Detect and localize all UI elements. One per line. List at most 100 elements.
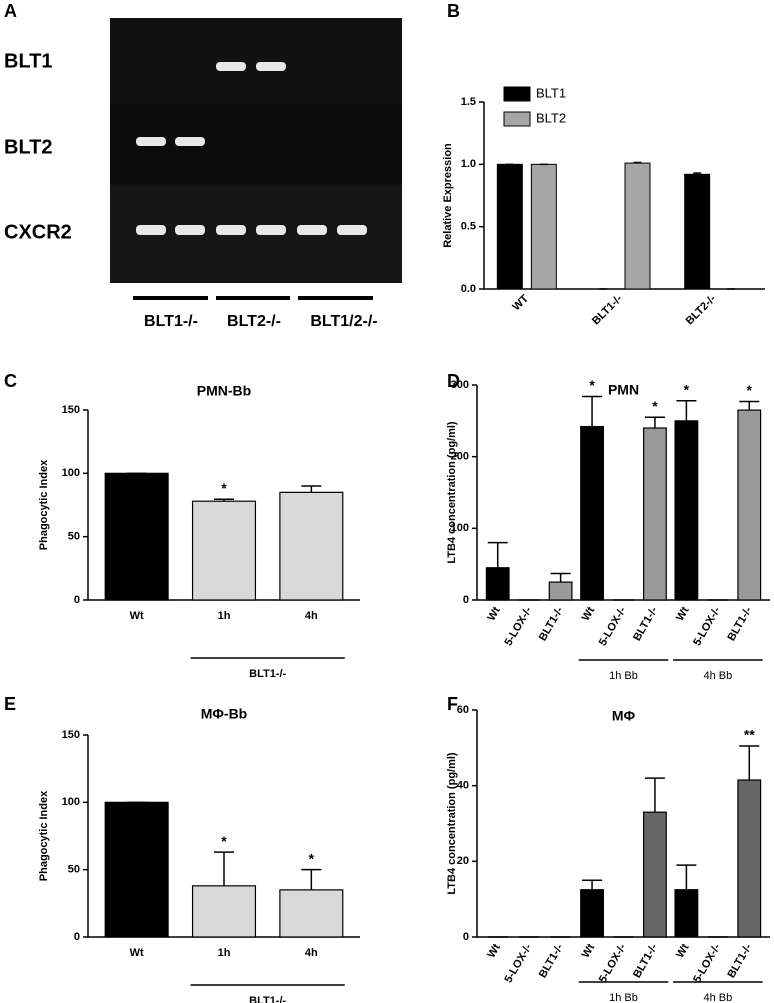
x-tick-label: Wt <box>130 947 144 959</box>
x-tick-label: 4h <box>305 947 318 959</box>
bar <box>191 885 257 938</box>
panel-letter: B <box>447 1 460 21</box>
y-tick-label: 50 <box>68 531 80 543</box>
y-tick-label: 1.5 <box>461 96 476 108</box>
panel-letter: D <box>447 371 460 391</box>
bar <box>624 162 651 290</box>
bar <box>674 889 699 938</box>
band <box>256 62 286 71</box>
bar <box>580 425 604 601</box>
bar <box>737 409 762 601</box>
x-tick-label: BLT1-/- <box>631 605 660 643</box>
y-tick-label: 0.5 <box>461 221 476 233</box>
x-tick-label: BLT2-/- <box>684 292 719 327</box>
chart-title: PMN-Bb <box>197 383 251 399</box>
group-label: 4h Bb <box>703 670 732 682</box>
y-tick-label: 0 <box>463 931 469 943</box>
legend-swatch <box>503 111 531 127</box>
bar <box>548 581 573 601</box>
band <box>175 225 205 235</box>
gel-group-label: BLT1/2-/- <box>310 313 377 330</box>
group-label: BLT1-/- <box>249 995 286 1003</box>
chart-title: PMN <box>608 382 639 398</box>
x-tick-label: BLT1-/- <box>590 292 625 327</box>
bar <box>485 567 510 601</box>
x-tick-label: Wt <box>674 942 692 960</box>
legend-swatch <box>503 86 531 102</box>
gel-group-label: BLT2-/- <box>227 313 281 330</box>
x-tick-label: Wt <box>580 942 598 960</box>
y-tick-label: 60 <box>457 704 469 716</box>
bar <box>684 173 711 290</box>
x-tick-label: 5-LOX-/- <box>597 605 629 648</box>
annotation: * <box>221 480 227 496</box>
y-tick-label: 100 <box>62 796 80 808</box>
panel-letter: A <box>4 1 17 21</box>
band <box>337 225 367 235</box>
bar <box>279 491 344 601</box>
gel-row-label: BLT2 <box>4 136 53 158</box>
y-tick-label: 150 <box>62 404 80 416</box>
x-tick-label: Wt <box>485 942 503 960</box>
y-tick-label: 0 <box>74 931 80 943</box>
y-tick-label: 100 <box>62 467 80 479</box>
band <box>136 225 166 235</box>
panel-letter: F <box>447 694 458 714</box>
y-tick-label: 0 <box>463 594 469 606</box>
band <box>216 62 246 71</box>
y-tick-label: 40 <box>457 780 469 792</box>
x-tick-label: Wt <box>130 610 144 622</box>
bar <box>191 500 257 601</box>
legend-label: BLT1 <box>536 85 566 100</box>
annotation: ** <box>744 727 755 743</box>
band <box>297 225 327 235</box>
x-tick-label: Wt <box>580 605 598 623</box>
y-axis-label: Phagocytic Index <box>38 459 50 550</box>
bar <box>279 889 344 938</box>
panel-letter: C <box>4 371 17 391</box>
x-tick-label: BLT1-/- <box>725 605 754 643</box>
x-tick-label: WT <box>510 292 531 313</box>
x-tick-label: 1h <box>218 610 231 622</box>
y-tick-label: 50 <box>68 864 80 876</box>
annotation: * <box>221 833 227 849</box>
x-tick-label: 5-LOX-/- <box>691 605 723 648</box>
y-tick-label: 100 <box>451 522 469 534</box>
x-tick-label: BLT1-/- <box>725 942 754 980</box>
band <box>175 137 205 146</box>
band <box>136 137 166 146</box>
bar <box>496 163 523 290</box>
x-tick-label: Wt <box>674 605 692 623</box>
x-tick-label: BLT1-/- <box>537 942 566 980</box>
gel-group-label: BLT1-/- <box>144 313 198 330</box>
bar <box>104 801 169 938</box>
group-label: BLT1-/- <box>249 668 286 680</box>
x-tick-label: BLT1-/- <box>631 942 660 980</box>
bar <box>580 889 604 938</box>
x-tick-label: 4h <box>305 610 318 622</box>
x-tick-label: 5-LOX-/- <box>691 942 723 985</box>
y-tick-label: 300 <box>451 379 469 391</box>
panel-letter: E <box>4 694 16 714</box>
bar <box>674 420 699 601</box>
y-tick-label: 0.0 <box>461 283 476 295</box>
y-axis-label: Phagocytic Index <box>38 790 50 881</box>
annotation: * <box>652 398 658 414</box>
chart-title: MΦ <box>612 708 636 724</box>
x-tick-label: 1h <box>218 947 231 959</box>
legend-label: BLT2 <box>536 110 566 125</box>
y-tick-label: 200 <box>451 451 469 463</box>
chart-title: MΦ-Bb <box>201 706 247 722</box>
y-axis-label: Relative Expression <box>442 143 454 248</box>
annotation: * <box>309 850 315 866</box>
band <box>216 225 246 235</box>
x-tick-label: BLT1-/- <box>537 605 566 643</box>
x-tick-label: Wt <box>485 605 503 623</box>
y-tick-label: 1.0 <box>461 158 476 170</box>
gel-row-label: CXCR2 <box>4 221 72 243</box>
bar <box>530 163 557 290</box>
annotation: * <box>589 377 595 393</box>
bar <box>643 427 667 601</box>
